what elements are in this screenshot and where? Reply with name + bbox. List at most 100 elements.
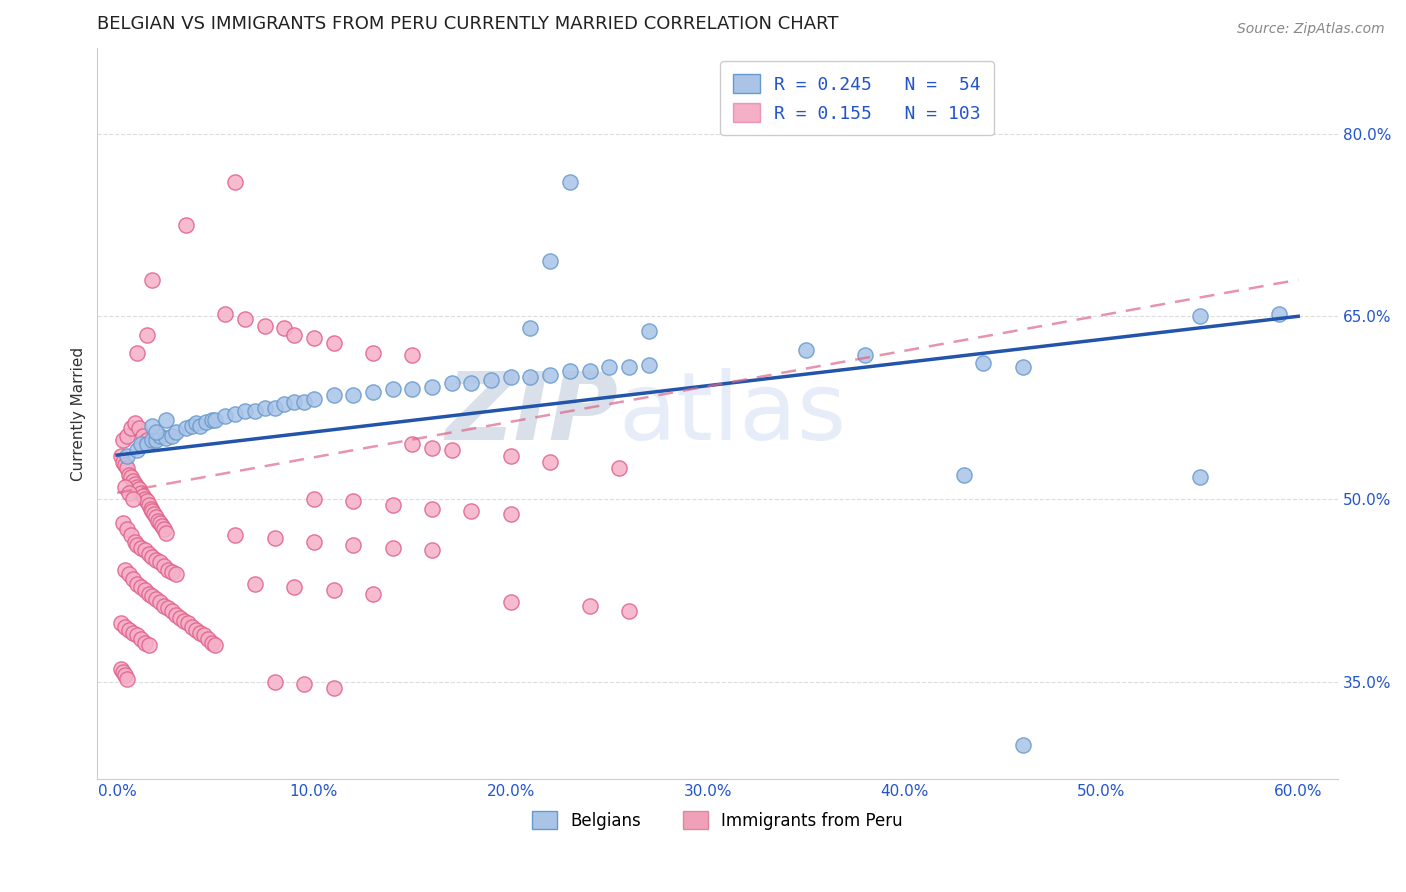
Point [120, 421, 142, 435]
Point [578, 599, 600, 613]
Point [134, 491, 156, 506]
Point [617, 360, 640, 375]
Point [401, 382, 423, 396]
Point [853, 348, 876, 362]
Point [138, 587, 160, 601]
Point [155, 526, 177, 541]
Point [138, 638, 160, 652]
Point [460, 376, 482, 391]
Point [157, 562, 180, 576]
Point [302, 491, 325, 506]
Point [200, 413, 222, 427]
Point [145, 434, 167, 448]
Point [233, 311, 256, 326]
Point [125, 577, 148, 591]
Point [558, 364, 581, 378]
Point [125, 480, 148, 494]
Text: BELGIAN VS IMMIGRANTS FROM PERU CURRENTLY MARRIED CORRELATION CHART: BELGIAN VS IMMIGRANTS FROM PERU CURRENTL… [97, 15, 839, 33]
Point [121, 572, 143, 586]
Point [160, 428, 183, 442]
Point [124, 534, 146, 549]
Point [283, 394, 305, 409]
Legend: Belgians, Immigrants from Peru: Belgians, Immigrants from Peru [526, 805, 910, 837]
Point [322, 681, 344, 695]
Point [401, 437, 423, 451]
Point [115, 672, 138, 686]
Point [361, 346, 384, 360]
Point [420, 501, 443, 516]
Point [134, 635, 156, 649]
Point [143, 507, 166, 521]
Point [1011, 360, 1033, 375]
Point [141, 504, 163, 518]
Point [263, 531, 285, 545]
Point [499, 507, 522, 521]
Point [361, 384, 384, 399]
Point [145, 553, 167, 567]
Point [115, 428, 138, 442]
Point [138, 498, 160, 512]
Point [499, 370, 522, 384]
Point [263, 674, 285, 689]
Point [233, 404, 256, 418]
Point [794, 343, 817, 358]
Point [141, 589, 163, 603]
Point [420, 543, 443, 558]
Point [118, 467, 141, 482]
Point [114, 620, 136, 634]
Point [578, 364, 600, 378]
Point [169, 611, 191, 625]
Point [499, 450, 522, 464]
Point [184, 624, 207, 638]
Point [128, 421, 150, 435]
Point [134, 543, 156, 558]
Point [153, 599, 176, 613]
Point [214, 307, 236, 321]
Point [342, 538, 364, 552]
Point [118, 624, 141, 638]
Point [1011, 738, 1033, 752]
Point [110, 616, 132, 631]
Point [197, 632, 219, 646]
Point [149, 595, 172, 609]
Point [440, 443, 463, 458]
Point [121, 491, 143, 506]
Point [129, 437, 152, 451]
Point [153, 522, 176, 536]
Point [150, 518, 173, 533]
Point [637, 324, 659, 338]
Point [214, 409, 236, 423]
Point [131, 490, 153, 504]
Point [180, 620, 202, 634]
Point [134, 583, 156, 598]
Point [129, 632, 152, 646]
Point [135, 434, 157, 448]
Point [165, 567, 187, 582]
Point [302, 534, 325, 549]
Point [128, 482, 150, 496]
Point [361, 587, 384, 601]
Point [141, 434, 163, 448]
Point [121, 625, 143, 640]
Point [174, 421, 197, 435]
Point [302, 392, 325, 406]
Point [381, 382, 404, 396]
Point [165, 607, 187, 622]
Point [115, 522, 138, 536]
Point [273, 397, 295, 411]
Point [538, 368, 561, 382]
Point [125, 443, 148, 458]
Point [1188, 470, 1211, 484]
Point [519, 321, 541, 335]
Point [200, 635, 222, 649]
Point [145, 510, 167, 524]
Point [110, 662, 132, 676]
Point [111, 434, 134, 448]
Point [420, 380, 443, 394]
Point [135, 437, 157, 451]
Point [243, 404, 266, 418]
Point [180, 418, 202, 433]
Point [124, 417, 146, 431]
Point [420, 441, 443, 455]
Point [124, 477, 146, 491]
